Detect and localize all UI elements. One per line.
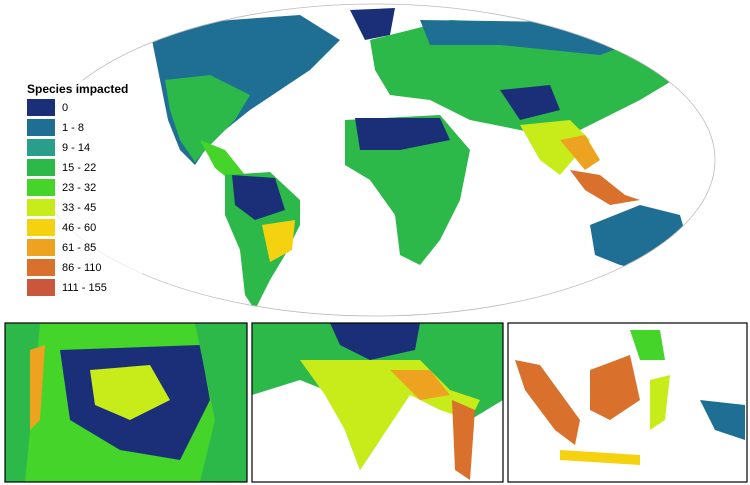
legend-swatch <box>27 159 55 176</box>
legend-swatch <box>27 139 55 156</box>
legend-label: 15 - 22 <box>62 162 96 174</box>
inset-india <box>251 322 504 483</box>
inset-indonesia <box>507 322 748 483</box>
legend-label: 86 - 110 <box>62 262 102 274</box>
legend-swatch <box>27 199 55 216</box>
legend-swatch <box>27 179 55 196</box>
legend-label: 46 - 60 <box>62 222 96 234</box>
legend-swatch <box>27 119 55 136</box>
inset-amazon <box>4 322 248 483</box>
legend-label: 33 - 45 <box>62 202 96 214</box>
legend-swatch <box>27 99 55 116</box>
legend-label: 1 - 8 <box>62 122 84 134</box>
legend-swatch <box>27 259 55 276</box>
world-map <box>150 8 690 310</box>
legend-label: 0 <box>62 102 68 114</box>
legend-swatch <box>27 219 55 236</box>
legend-swatch <box>27 279 55 296</box>
legend-label: 23 - 32 <box>62 182 96 194</box>
legend-label: 9 - 14 <box>62 142 90 154</box>
legend-label: 111 - 155 <box>62 282 107 294</box>
legend: Species impacted 0 1 - 8 9 - 14 15 - 22 23 -… <box>22 80 142 296</box>
legend-label: 61 - 85 <box>62 242 96 254</box>
legend-title: Species impacted <box>27 82 128 96</box>
legend-swatch <box>27 239 55 256</box>
